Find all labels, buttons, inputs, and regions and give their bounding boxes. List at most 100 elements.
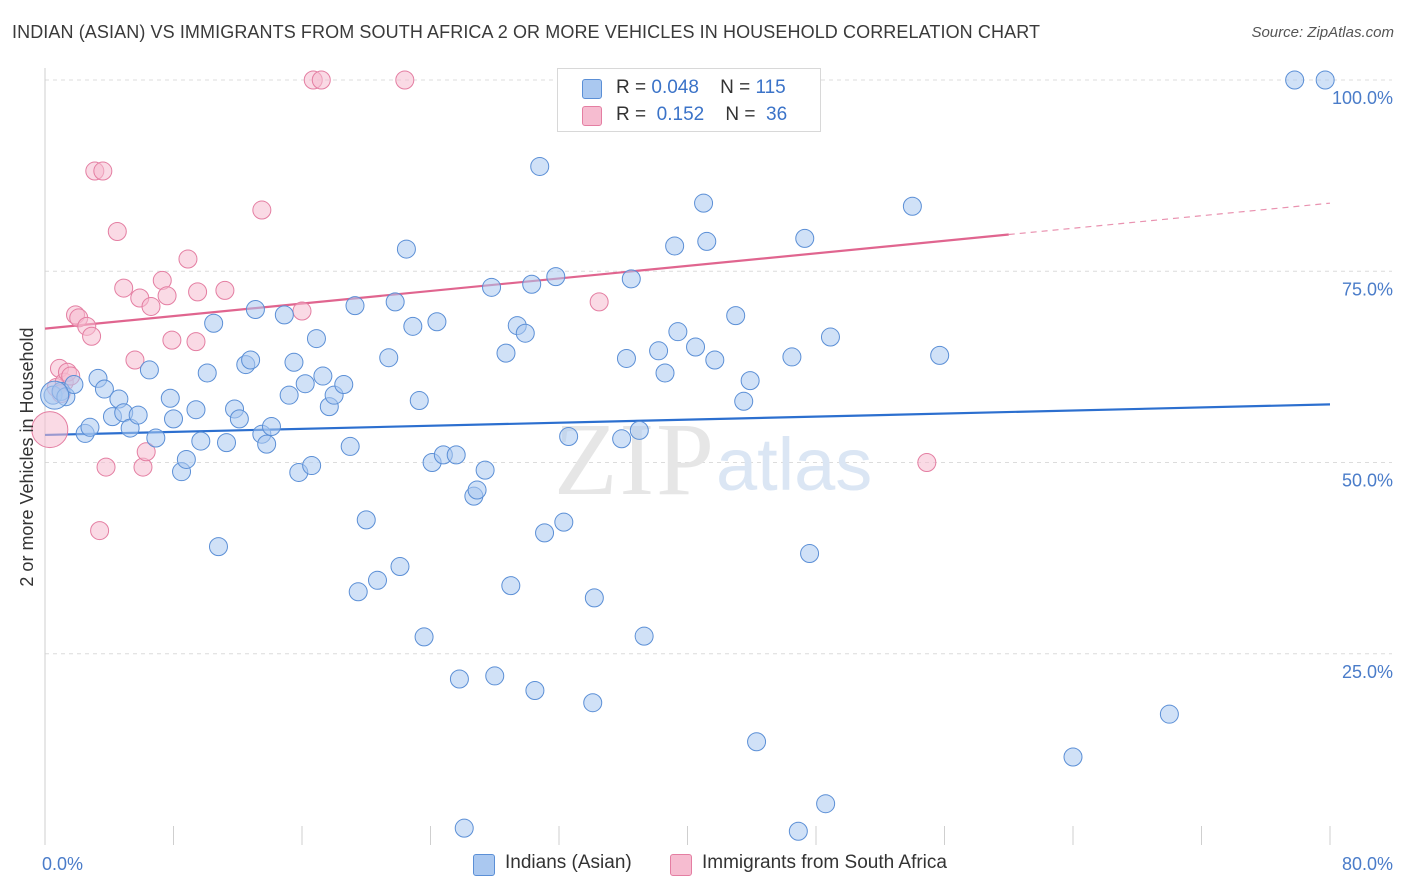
blue-point — [139, 360, 159, 380]
blue-point — [334, 374, 354, 394]
pink-point — [141, 296, 161, 316]
y-tick-label: 50.0% — [1342, 471, 1393, 491]
pink-point — [136, 442, 156, 462]
blue-point — [64, 374, 84, 394]
pink-point — [107, 221, 127, 241]
y-tick-label: 25.0% — [1342, 662, 1393, 682]
blue-point — [186, 400, 206, 420]
blue-point — [705, 350, 725, 370]
blue-point — [306, 329, 326, 349]
y-tick-label: 75.0% — [1342, 279, 1393, 299]
blue-point — [176, 449, 196, 469]
blue-point — [217, 433, 237, 453]
blue-point — [204, 313, 224, 333]
blue-point — [583, 693, 603, 713]
blue-point — [197, 363, 217, 383]
blue-point — [467, 480, 487, 500]
blue-point — [146, 428, 166, 448]
blue-point — [1315, 70, 1335, 90]
r-label: R = — [616, 77, 647, 98]
blue-point — [800, 544, 820, 564]
chart-source: Source: ZipAtlas.com — [1251, 24, 1394, 41]
blue-point — [475, 460, 495, 480]
blue-point — [612, 429, 632, 449]
blue-swatch — [582, 79, 602, 99]
pink-point — [252, 200, 272, 220]
blue-point — [414, 627, 434, 647]
blue-point — [734, 391, 754, 411]
blue-point — [482, 277, 502, 297]
pink-point — [133, 457, 153, 477]
blue-point — [128, 405, 148, 425]
r-label: R = — [616, 104, 647, 125]
blue-point — [649, 341, 669, 361]
pink-point — [114, 278, 134, 298]
blue-point — [245, 300, 265, 319]
blue-point — [274, 305, 294, 325]
n-label: N = — [720, 77, 751, 98]
blue-point — [1285, 70, 1305, 90]
pink-point — [292, 301, 312, 321]
r-value: 0.152 — [656, 104, 705, 125]
blue-point — [257, 434, 277, 454]
pink-legend-swatch — [670, 854, 692, 876]
blue-point — [427, 312, 447, 332]
blue-point — [409, 391, 429, 411]
blue-point — [668, 322, 688, 342]
blue-point — [403, 316, 423, 336]
blue-point — [80, 417, 100, 437]
blue-point — [208, 537, 228, 557]
pink-point — [395, 70, 415, 90]
blue-point — [261, 417, 281, 437]
blue-point — [295, 374, 315, 394]
blue-point — [930, 345, 950, 365]
blue-point — [1063, 747, 1083, 767]
blue-point — [726, 306, 746, 326]
blue-point — [390, 557, 410, 577]
blue-point — [279, 385, 299, 405]
pink-point — [589, 292, 609, 312]
blue-point — [191, 431, 211, 451]
blue-point — [665, 236, 685, 256]
blue-point — [454, 818, 474, 838]
x-tick-label: 80.0% — [1342, 854, 1393, 874]
blue-point — [284, 352, 304, 372]
r-value: 0.048 — [651, 77, 699, 98]
blue-point — [501, 576, 521, 596]
x-tick-label: 0.0% — [42, 854, 83, 874]
n-label: N = — [725, 104, 756, 125]
blue-point — [535, 523, 555, 543]
blue-point — [686, 337, 706, 357]
blue-point — [40, 380, 70, 410]
y-tick-labels: 25.0% 50.0% 75.0% 100.0% — [1332, 88, 1393, 682]
blue-point — [345, 296, 365, 316]
blue-point — [515, 323, 535, 343]
blue-point — [356, 510, 376, 530]
legend-label: Indians (Asian) — [505, 852, 632, 873]
blue-point — [1159, 704, 1179, 724]
blue-point — [302, 456, 322, 476]
blue-point — [747, 732, 767, 752]
blue-point — [634, 626, 654, 646]
x-tick-labels: 0.0% 80.0% — [42, 854, 1393, 874]
legend-label: Immigrants from South Africa — [702, 852, 947, 873]
pink-point — [215, 280, 235, 300]
blue-point — [313, 366, 333, 386]
blue-point — [94, 379, 114, 399]
pink-swatch — [582, 106, 602, 126]
pink-point — [311, 70, 331, 90]
blue-point — [446, 445, 466, 465]
blue-point — [782, 347, 802, 367]
blue-point — [554, 512, 574, 532]
n-value: 115 — [755, 77, 786, 98]
pink-point — [917, 453, 937, 472]
pink-point — [31, 411, 69, 449]
blue-point — [788, 821, 808, 841]
blue-point — [697, 231, 717, 251]
y-tick-label: 100.0% — [1332, 88, 1393, 108]
blue-point — [795, 228, 815, 248]
blue-point — [629, 420, 649, 440]
pink-point — [178, 249, 198, 269]
blue-point — [584, 588, 604, 608]
